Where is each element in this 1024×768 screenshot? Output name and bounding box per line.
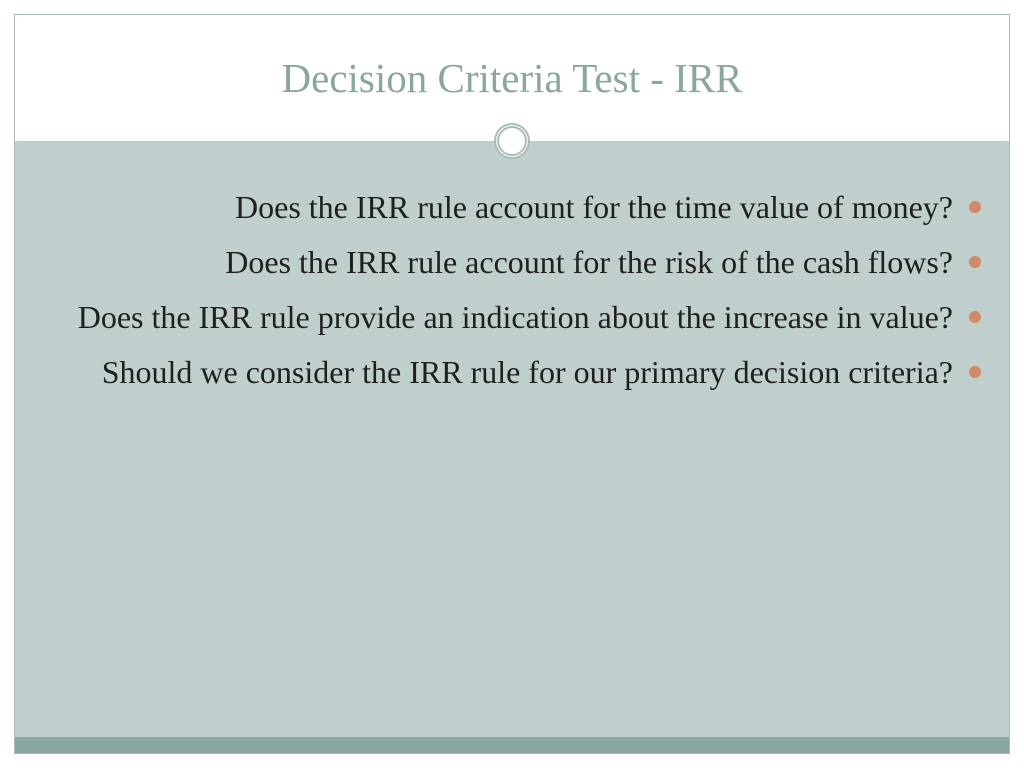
bullet-icon <box>969 256 981 268</box>
ring-icon <box>494 123 530 159</box>
list-item: Should we consider the IRR rule for our … <box>43 352 981 393</box>
list-item-text: Does the IRR rule account for the time v… <box>43 187 953 228</box>
list-item: Does the IRR rule provide an indication … <box>43 297 981 338</box>
bullet-icon <box>969 311 981 323</box>
list-item-text: Does the IRR rule provide an indication … <box>43 297 953 338</box>
divider <box>15 123 1009 159</box>
slide-header: Decision Criteria Test - IRR <box>15 15 1009 141</box>
list-item: Does the IRR rule account for the risk o… <box>43 242 981 283</box>
list-item-text: Does the IRR rule account for the risk o… <box>43 242 953 283</box>
slide-title: Decision Criteria Test - IRR <box>282 54 743 102</box>
list-item-text: Should we consider the IRR rule for our … <box>43 352 953 393</box>
slide-body: Does the IRR rule account for the time v… <box>15 141 1009 737</box>
slide: Decision Criteria Test - IRR Does the IR… <box>0 0 1024 768</box>
bullet-icon <box>969 201 981 213</box>
footer-bar <box>15 737 1009 753</box>
slide-frame: Decision Criteria Test - IRR Does the IR… <box>14 14 1010 754</box>
bullet-icon <box>969 366 981 378</box>
list-item: Does the IRR rule account for the time v… <box>43 187 981 228</box>
